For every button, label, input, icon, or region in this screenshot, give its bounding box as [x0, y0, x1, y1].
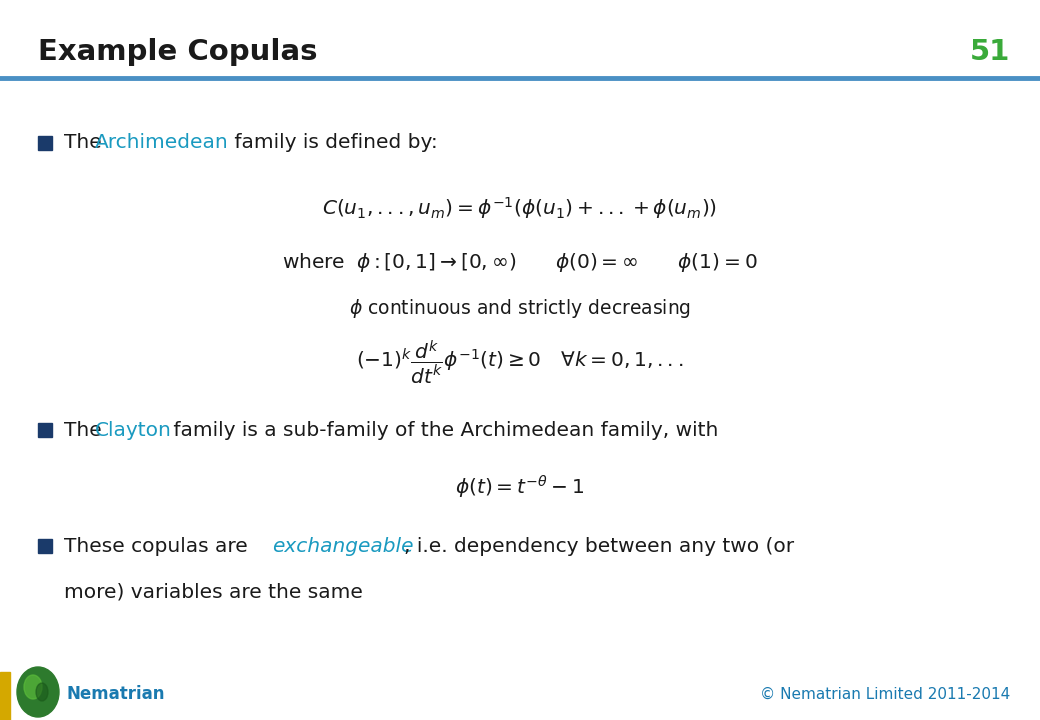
- Text: Nematrian: Nematrian: [66, 685, 164, 703]
- Ellipse shape: [24, 675, 42, 699]
- Text: family is defined by:: family is defined by:: [228, 133, 438, 153]
- Text: $\phi$ continuous and strictly decreasing: $\phi$ continuous and strictly decreasin…: [349, 297, 691, 320]
- Text: $\left(-1\right)^{k}\dfrac{d^{k}}{dt^{k}}\phi^{-1}\left(t\right)\geq0\quad\foral: $\left(-1\right)^{k}\dfrac{d^{k}}{dt^{k}…: [357, 338, 683, 386]
- Ellipse shape: [36, 683, 48, 701]
- Text: $C\left(u_{1},...,u_{m}\right)=\phi^{-1}\left(\phi\left(u_{1}\right)+...+\phi\le: $C\left(u_{1},...,u_{m}\right)=\phi^{-1}…: [322, 195, 718, 221]
- Text: These copulas are: These copulas are: [64, 536, 254, 556]
- Text: , i.e. dependency between any two (or: , i.e. dependency between any two (or: [404, 536, 795, 556]
- Bar: [38, 539, 52, 553]
- Bar: [38, 136, 52, 150]
- Bar: [0, 672, 10, 720]
- Text: $\phi\left(t\right)=t^{-\theta}-1$: $\phi\left(t\right)=t^{-\theta}-1$: [456, 474, 584, 500]
- Bar: [38, 423, 52, 437]
- Text: The: The: [64, 420, 108, 439]
- Text: Example Copulas: Example Copulas: [38, 38, 317, 66]
- Text: family is a sub-family of the Archimedean family, with: family is a sub-family of the Archimedea…: [167, 420, 719, 439]
- Ellipse shape: [17, 667, 59, 717]
- Text: more) variables are the same: more) variables are the same: [64, 582, 363, 601]
- Text: Clayton: Clayton: [95, 420, 172, 439]
- Text: © Nematrian Limited 2011-2014: © Nematrian Limited 2011-2014: [760, 686, 1010, 701]
- Text: exchangeable: exchangeable: [272, 536, 414, 556]
- Text: where $\;\phi:\left[0,1\right]\rightarrow\left[0,\infty\right)\qquad\phi\left(0\: where $\;\phi:\left[0,1\right]\rightarro…: [282, 251, 758, 274]
- Text: The: The: [64, 133, 108, 153]
- Text: Archimedean: Archimedean: [95, 133, 229, 153]
- Text: 51: 51: [969, 38, 1010, 66]
